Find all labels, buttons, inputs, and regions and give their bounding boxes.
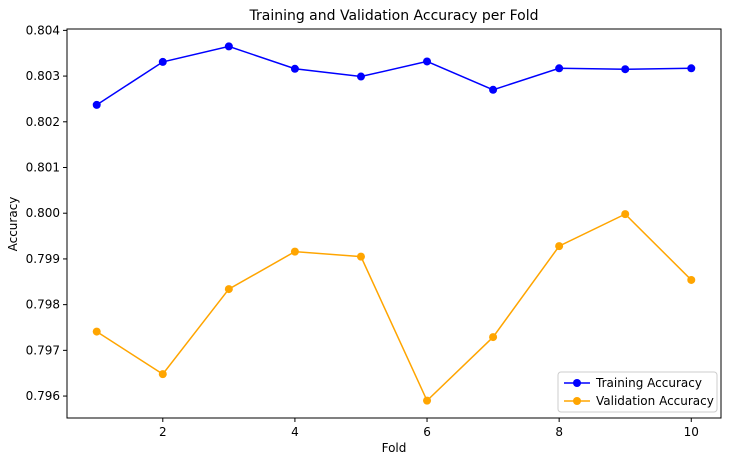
legend-label: Training Accuracy [595,376,702,390]
data-point [158,370,167,379]
y-tick-label: 0.801 [26,161,60,175]
y-tick-label: 0.804 [26,23,60,37]
data-point [356,72,365,81]
y-tick-label: 0.800 [26,206,60,220]
data-point [555,64,564,73]
series-training [92,42,696,109]
legend-marker [573,379,581,387]
y-axis-title: Accuracy [6,197,20,252]
y-tick-label: 0.798 [26,298,60,312]
x-tick-label: 10 [684,425,699,439]
data-point [621,210,630,219]
series-line [96,213,692,402]
series-line [96,45,692,106]
x-tick-label: 4 [291,425,299,439]
data-point [158,57,167,66]
data-point [423,396,432,405]
axes: 2 4 6 8 10 0.796 0.797 0.798 0.799 0.800 0.801 0.80… [26,23,722,439]
data-point [92,327,101,336]
data-point [555,242,564,251]
plot-frame [66,28,722,419]
legend: Training Accuracy Validation Accuracy [557,371,718,413]
y-tick-label: 0.802 [26,115,60,129]
y-tick-label: 0.797 [26,343,60,357]
plot-area [92,42,696,405]
data-point [687,64,696,73]
x-tick-label: 8 [555,425,563,439]
legend-marker [573,397,581,405]
legend-item: Training Accuracy [564,376,702,390]
x-tick-label: 2 [159,425,167,439]
y-tick-label: 0.796 [26,389,60,403]
x-tick-label: 6 [423,425,431,439]
x-axis-title: Fold [382,441,407,455]
data-point [290,64,299,73]
data-point [489,85,498,94]
data-point [224,42,233,51]
data-point [687,275,696,284]
legend-item: Validation Accuracy [564,394,714,408]
series-validation [92,210,696,405]
data-point [224,285,233,294]
chart-title: Training and Validation Accuracy per Fol… [248,8,538,24]
data-point [92,100,101,109]
data-point [423,57,432,66]
legend-box [557,371,718,413]
data-point [621,65,630,74]
data-point [489,333,498,342]
data-point [356,252,365,261]
y-tick-label: 0.799 [26,252,60,266]
y-tick-label: 0.803 [26,69,60,83]
legend-label: Validation Accuracy [596,394,714,408]
data-point [290,247,299,256]
